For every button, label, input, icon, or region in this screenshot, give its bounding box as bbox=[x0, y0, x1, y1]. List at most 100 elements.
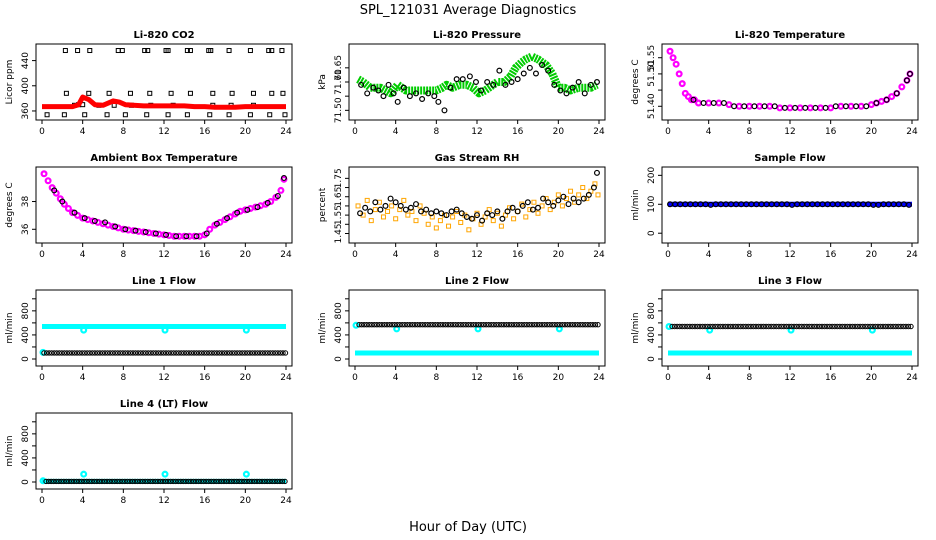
data-point bbox=[465, 321, 472, 328]
x-tick-label: 16 bbox=[512, 373, 524, 383]
data-point bbox=[569, 84, 576, 91]
x-tick-label: 20 bbox=[866, 127, 878, 137]
data-point bbox=[425, 221, 431, 227]
x-tick-label: 24 bbox=[280, 496, 292, 506]
data-point bbox=[585, 191, 592, 198]
data-point bbox=[484, 78, 491, 85]
data-point bbox=[69, 350, 75, 356]
data-point bbox=[475, 321, 482, 328]
x-tick-label: 8 bbox=[120, 496, 126, 506]
data-point bbox=[367, 208, 374, 215]
data-point bbox=[385, 81, 392, 88]
data-point bbox=[567, 321, 573, 328]
data-point bbox=[219, 350, 225, 356]
data-point bbox=[536, 321, 543, 328]
data-point bbox=[564, 321, 571, 328]
data-point bbox=[127, 90, 133, 96]
x-tick-label: 8 bbox=[746, 250, 752, 260]
data-point bbox=[557, 321, 563, 328]
data-point bbox=[185, 478, 192, 485]
data-point bbox=[117, 350, 123, 356]
data-point bbox=[452, 321, 459, 328]
data-point bbox=[132, 478, 138, 485]
data-point bbox=[814, 323, 820, 330]
data-point bbox=[369, 321, 375, 328]
data-point bbox=[84, 350, 90, 356]
data-point bbox=[54, 350, 60, 356]
data-point bbox=[262, 350, 268, 356]
data-point bbox=[750, 323, 757, 330]
x-tick-label: 16 bbox=[199, 496, 211, 506]
data-point bbox=[371, 321, 378, 328]
x-tick-label: 16 bbox=[199, 250, 211, 260]
data-point bbox=[249, 478, 255, 485]
data-point bbox=[183, 350, 190, 356]
data-point bbox=[545, 199, 552, 206]
data-point bbox=[80, 326, 88, 334]
data-point bbox=[700, 100, 707, 107]
data-point bbox=[806, 323, 813, 330]
data-point bbox=[152, 478, 159, 485]
data-point bbox=[279, 48, 285, 54]
series-3 bbox=[41, 350, 289, 356]
x-tick-label: 4 bbox=[706, 127, 712, 137]
data-point bbox=[163, 231, 170, 238]
data-point bbox=[206, 225, 214, 233]
data-point bbox=[580, 185, 586, 191]
data-point bbox=[221, 350, 228, 356]
data-point bbox=[437, 218, 443, 224]
data-point bbox=[117, 478, 123, 485]
data-point bbox=[53, 478, 59, 485]
data-point bbox=[109, 350, 116, 356]
data-point bbox=[585, 321, 591, 328]
data-point bbox=[184, 48, 190, 54]
data-point bbox=[201, 350, 207, 356]
chart-panel-10: Line 4 (LT) Flow ml/min 0 4 8 12 16 20 24 0 400 800 bbox=[5, 399, 293, 506]
data-point bbox=[563, 90, 570, 97]
data-point bbox=[450, 321, 456, 328]
data-point bbox=[135, 350, 141, 356]
y-tick-label: 800 bbox=[647, 302, 657, 319]
data-point bbox=[435, 98, 442, 105]
data-point bbox=[529, 206, 536, 213]
data-point bbox=[277, 186, 285, 194]
data-point bbox=[549, 321, 555, 328]
data-point bbox=[857, 102, 865, 110]
data-point bbox=[256, 478, 263, 485]
data-point bbox=[282, 112, 288, 118]
data-point bbox=[418, 208, 425, 215]
data-point bbox=[873, 100, 880, 107]
data-point bbox=[400, 84, 407, 91]
data-point bbox=[259, 350, 266, 356]
data-point bbox=[178, 350, 184, 356]
data-point bbox=[210, 90, 216, 96]
data-point bbox=[448, 208, 455, 215]
data-point bbox=[791, 323, 797, 330]
data-point bbox=[145, 350, 151, 356]
y-tick-label: 400 bbox=[21, 449, 31, 466]
plot-frame bbox=[35, 412, 293, 490]
y-tick-label: 800 bbox=[21, 302, 31, 319]
data-point bbox=[112, 223, 119, 230]
data-point bbox=[442, 321, 449, 328]
x-tick-label: 4 bbox=[706, 250, 712, 260]
data-point bbox=[86, 478, 92, 485]
data-point bbox=[488, 321, 494, 328]
y-tick-label: 71.65 bbox=[334, 55, 344, 81]
data-point bbox=[773, 323, 779, 330]
data-point bbox=[771, 323, 777, 330]
data-point bbox=[541, 321, 548, 328]
data-point bbox=[682, 323, 688, 330]
data-point bbox=[394, 321, 400, 328]
x-tick-label: 12 bbox=[158, 127, 169, 137]
x-tick-label: 24 bbox=[280, 250, 292, 260]
series-1 bbox=[44, 48, 288, 118]
data-point bbox=[883, 96, 890, 103]
data-point bbox=[356, 321, 362, 328]
data-point bbox=[761, 103, 768, 110]
data-point bbox=[213, 478, 220, 485]
data-point bbox=[214, 350, 220, 356]
data-point bbox=[186, 350, 192, 356]
data-point bbox=[237, 350, 243, 356]
